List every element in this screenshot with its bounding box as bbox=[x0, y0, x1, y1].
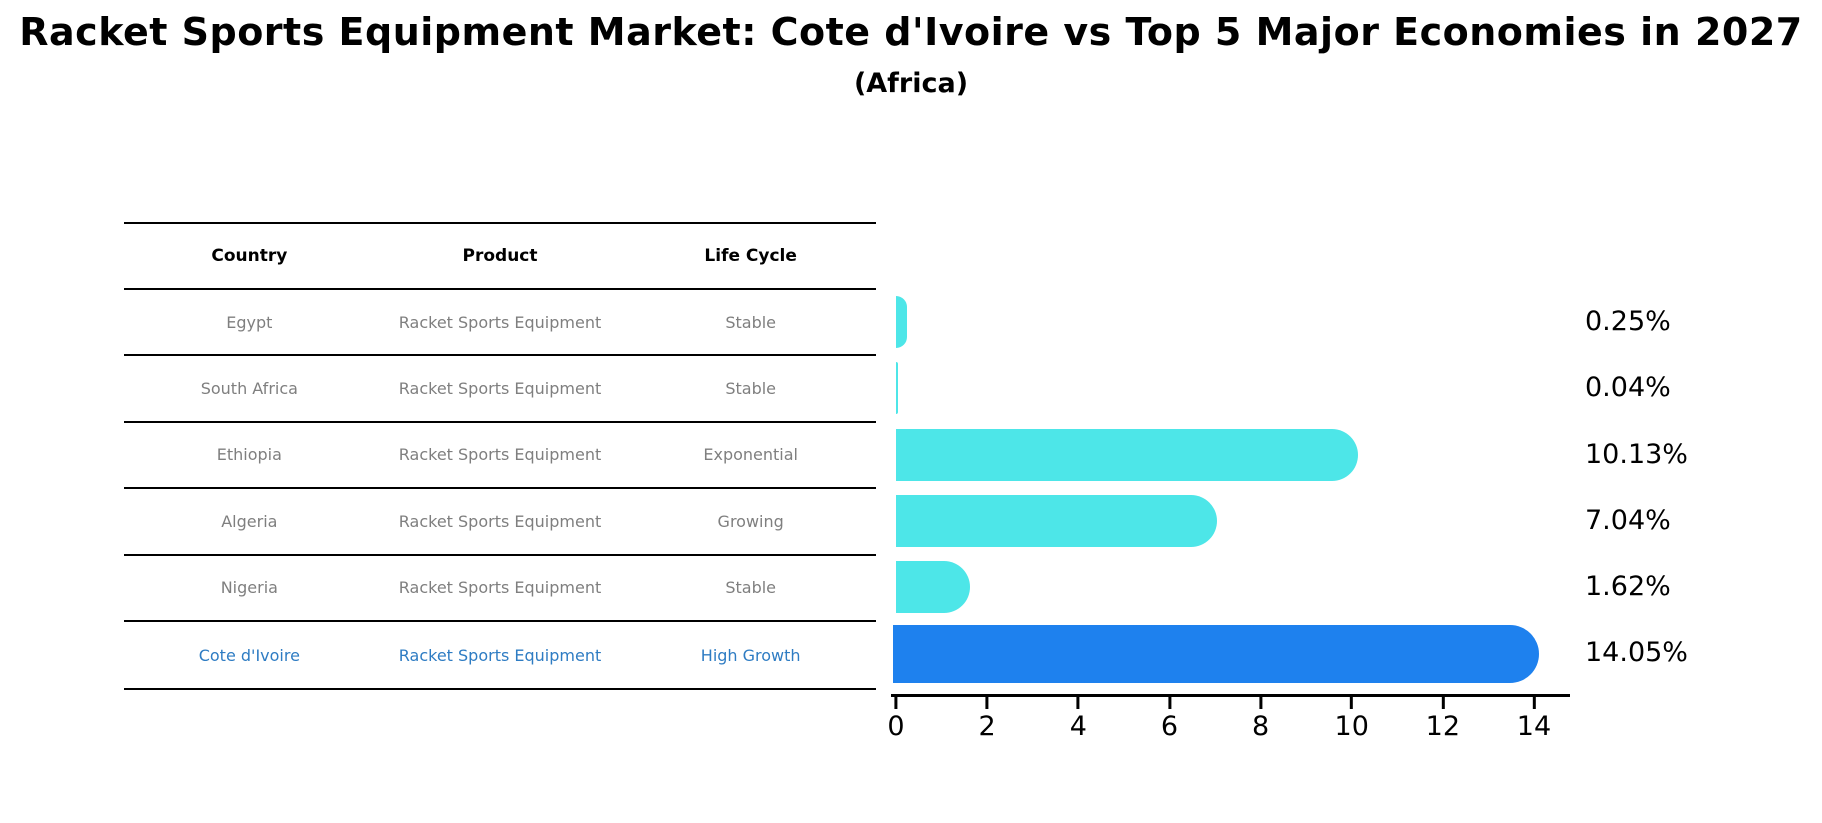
table-row-algeria: Algeria Racket Sports Equipment Growing bbox=[124, 489, 876, 556]
cell-product: Racket Sports Equipment bbox=[398, 645, 602, 665]
tick-mark bbox=[1532, 697, 1536, 709]
table-row-cote-divoire: Cote d'Ivoire Racket Sports Equipment Hi… bbox=[124, 622, 876, 688]
x-tick-10: 10 bbox=[1335, 697, 1369, 742]
cell-country: South Africa bbox=[200, 379, 298, 399]
tick-label: 2 bbox=[978, 711, 996, 742]
x-tick-0: 0 bbox=[887, 697, 905, 742]
tick-label: 0 bbox=[887, 711, 905, 742]
value-label-south-africa: 0.04% bbox=[1585, 372, 1671, 403]
cell-product: Racket Sports Equipment bbox=[398, 578, 602, 598]
cell-life-cycle: Stable bbox=[725, 578, 777, 598]
bar-algeria bbox=[896, 495, 1217, 547]
cell-product: Racket Sports Equipment bbox=[398, 312, 602, 332]
bar-south-africa bbox=[896, 362, 898, 414]
cell-product: Racket Sports Equipment bbox=[398, 379, 602, 399]
bar-nigeria bbox=[896, 561, 970, 613]
bar-ethiopia bbox=[896, 429, 1358, 481]
tick-mark bbox=[894, 697, 898, 709]
tick-mark bbox=[1350, 697, 1354, 709]
column-header-product: Product bbox=[462, 246, 538, 266]
cell-country: Nigeria bbox=[220, 578, 278, 598]
table-header-row: Country Product Life Cycle bbox=[124, 224, 876, 290]
cell-country: Ethiopia bbox=[216, 445, 282, 465]
table-row-ethiopia: Ethiopia Racket Sports Equipment Exponen… bbox=[124, 423, 876, 490]
bar-plot-area: 0 2 4 6 8 10 12 14 bbox=[887, 0, 1570, 823]
tick-mark bbox=[1076, 697, 1080, 709]
tick-mark bbox=[1259, 697, 1263, 709]
tick-label: 14 bbox=[1516, 711, 1552, 742]
cell-country: Algeria bbox=[221, 511, 278, 531]
cell-life-cycle: Stable bbox=[725, 312, 777, 332]
table-row-south-africa: South Africa Racket Sports Equipment Sta… bbox=[124, 356, 876, 423]
x-tick-2: 2 bbox=[979, 697, 996, 742]
cell-life-cycle: High Growth bbox=[700, 645, 801, 665]
x-tick-14: 14 bbox=[1517, 697, 1551, 742]
x-tick-8: 8 bbox=[1252, 697, 1269, 742]
bar-cote-divoire bbox=[893, 625, 1540, 683]
column-header-life-cycle: Life Cycle bbox=[704, 246, 797, 266]
cell-product: Racket Sports Equipment bbox=[398, 445, 602, 465]
x-tick-4: 4 bbox=[1070, 697, 1087, 742]
x-tick-12: 12 bbox=[1426, 697, 1460, 742]
tick-label: 4 bbox=[1069, 711, 1087, 742]
tick-label: 8 bbox=[1251, 711, 1270, 742]
cell-life-cycle: Growing bbox=[717, 511, 784, 531]
x-axis-line bbox=[891, 694, 1570, 697]
cell-life-cycle: Stable bbox=[725, 379, 777, 399]
tick-mark bbox=[1167, 697, 1171, 709]
cell-life-cycle: Exponential bbox=[703, 445, 798, 465]
x-tick-6: 6 bbox=[1161, 697, 1178, 742]
country-table: Country Product Life Cycle Egypt Racket … bbox=[124, 222, 876, 691]
tick-label: 6 bbox=[1160, 711, 1179, 742]
value-label-algeria: 7.04% bbox=[1585, 505, 1671, 536]
cell-product: Racket Sports Equipment bbox=[398, 511, 602, 531]
tick-label: 10 bbox=[1334, 711, 1369, 742]
table-row-egypt: Egypt Racket Sports Equipment Stable bbox=[124, 290, 876, 357]
tick-label: 12 bbox=[1425, 711, 1461, 742]
table-row-nigeria: Nigeria Racket Sports Equipment Stable bbox=[124, 556, 876, 622]
value-label-nigeria: 1.62% bbox=[1585, 571, 1671, 602]
column-header-country: Country bbox=[211, 246, 288, 266]
tick-mark bbox=[1441, 697, 1445, 709]
value-label-ethiopia: 10.13% bbox=[1585, 439, 1688, 470]
cell-country: Cote d'Ivoire bbox=[198, 645, 300, 665]
bar-egypt bbox=[896, 296, 908, 348]
chart-subtitle: (Africa) bbox=[853, 68, 969, 99]
value-label-egypt: 0.25% bbox=[1585, 306, 1671, 337]
value-label-cote-divoire: 14.05% bbox=[1585, 637, 1688, 668]
tick-mark bbox=[985, 697, 989, 709]
chart-title: Racket Sports Equipment Market: Cote d'I… bbox=[19, 10, 1803, 54]
cell-country: Egypt bbox=[226, 312, 273, 332]
